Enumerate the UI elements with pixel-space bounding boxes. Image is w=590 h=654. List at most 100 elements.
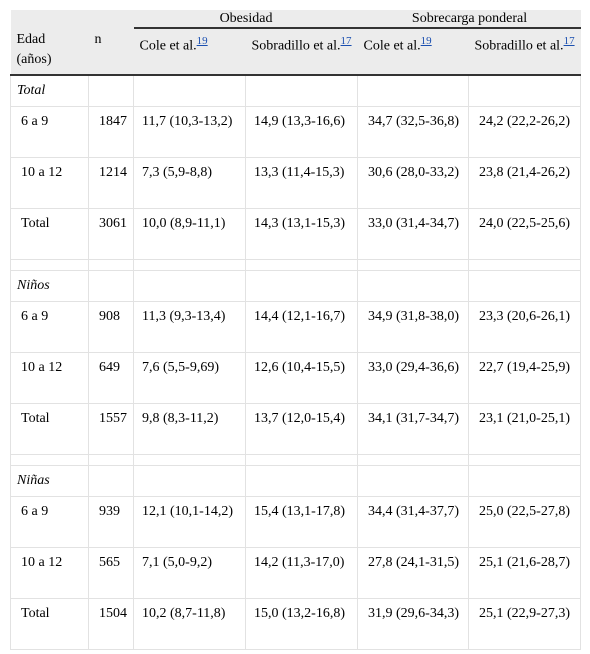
cell: 14,4 (12,1-16,7) xyxy=(244,300,359,353)
cell: 15,4 (13,1-17,8) xyxy=(244,495,359,548)
cell: 23,1 (21,0-25,1) xyxy=(468,402,582,455)
cell: 565 xyxy=(88,546,134,599)
cell: 7,1 (5,0-9,2) xyxy=(133,546,246,599)
spacer-row xyxy=(10,258,582,271)
column-label: n xyxy=(94,32,102,47)
empty-cell xyxy=(468,269,582,302)
spacer-cell xyxy=(244,258,359,271)
cell: 649 xyxy=(88,351,134,404)
cell: 13,3 (11,4-15,3) xyxy=(244,156,359,209)
cell: 10 a 12 xyxy=(10,351,89,404)
spacer-cell xyxy=(244,453,359,466)
column-row: Edad (años) n Cole et al.19 Sobradillo et a… xyxy=(10,28,581,76)
cell: 11,3 (9,3-13,4) xyxy=(133,300,246,353)
column-header: Cole et al.19 xyxy=(357,28,469,76)
cell: 1557 xyxy=(88,402,134,455)
empty-cell xyxy=(133,269,246,302)
reference: 19 xyxy=(421,34,432,47)
cell: 27,8 (24,1-31,5) xyxy=(357,546,470,599)
column-label: Edad (años) xyxy=(16,32,52,67)
cell: 9,8 (8,3-11,2) xyxy=(133,402,246,455)
reference-link[interactable]: 19 xyxy=(196,35,208,47)
empty-cell xyxy=(468,464,582,497)
cell: 30,6 (28,0-33,2) xyxy=(357,156,470,209)
cell: 13,7 (12,0-15,4) xyxy=(244,402,359,455)
data-table: Obesidad Sobrecarga ponderal Edad (años)… xyxy=(10,10,582,650)
cell: 14,2 (11,3-17,0) xyxy=(244,546,359,599)
cell: 23,8 (21,4-26,2) xyxy=(468,156,582,209)
spacer-cell xyxy=(468,258,582,271)
cell: 10 a 12 xyxy=(10,546,89,599)
spacer-cell xyxy=(133,453,246,466)
empty-cell xyxy=(468,74,582,107)
cell: 10,2 (8,7-11,8) xyxy=(133,597,246,650)
spacer-cell xyxy=(133,258,246,271)
section-label: Niños xyxy=(10,269,89,302)
cell: 939 xyxy=(88,495,134,548)
empty-cell xyxy=(244,464,359,497)
data-row: 6 a 9 939 12,1 (10,1-14,2) 15,4 (13,1-17,8)… xyxy=(10,495,582,548)
empty-cell xyxy=(357,464,470,497)
data-row: Total 3061 10,0 (8,9-11,1) 14,3 (13,1-15,3)… xyxy=(10,207,582,260)
cell: 34,7 (32,5-36,8) xyxy=(357,105,470,158)
cell: 7,3 (5,9-8,8) xyxy=(133,156,246,209)
cell: 1847 xyxy=(88,105,134,158)
cell: Total xyxy=(10,597,89,650)
column-header: Edad (años) xyxy=(10,28,89,76)
cell: 23,3 (20,6-26,1) xyxy=(468,300,582,353)
empty-cell xyxy=(244,269,359,302)
data-row: 10 a 12 565 7,1 (5,0-9,2) 14,2 (11,3-17,0) 2… xyxy=(10,546,582,599)
spacer-cell xyxy=(357,258,470,271)
cell: 10,0 (8,9-11,1) xyxy=(133,207,246,260)
cell: 6 a 9 xyxy=(10,495,89,548)
cell: 34,4 (31,4-37,7) xyxy=(357,495,470,548)
section-row: Niños xyxy=(10,269,582,302)
cell: 12,6 (10,4-15,5) xyxy=(244,351,359,404)
empty-cell xyxy=(88,74,134,107)
table-body: Total 6 a 9 1847 11,7 (10,3-13,2) 14,9 (13,3… xyxy=(10,74,582,650)
cell: 24,2 (22,2-26,2) xyxy=(468,105,582,158)
data-row: Total 1557 9,8 (8,3-11,2) 13,7 (12,0-15,4) 3… xyxy=(10,402,582,455)
cell: 3061 xyxy=(88,207,134,260)
data-row: 10 a 12 649 7,6 (5,5-9,69) 12,6 (10,4-15,5)… xyxy=(10,351,582,404)
spacer-cell xyxy=(10,258,89,271)
section-label: Total xyxy=(10,74,89,107)
cell: 25,1 (21,6-28,7) xyxy=(468,546,582,599)
column-header: Cole et al.19 xyxy=(133,28,246,76)
column-label: Sobradillo et al. xyxy=(474,38,564,54)
empty-cell xyxy=(133,464,246,497)
blank xyxy=(10,10,134,28)
data-row: Total 1504 10,2 (8,7-11,8) 15,0 (13,2-16,8)… xyxy=(10,597,582,650)
reference: 17 xyxy=(564,34,575,47)
empty-cell xyxy=(88,269,134,302)
reference: 17 xyxy=(341,34,352,47)
cell: 24,0 (22,5-25,6) xyxy=(468,207,582,260)
cell: 25,0 (22,5-27,8) xyxy=(468,495,582,548)
empty-cell xyxy=(357,74,470,107)
column-header: n xyxy=(88,28,134,76)
column-label: Sobradillo et al. xyxy=(251,38,341,54)
spacer-cell xyxy=(10,453,89,466)
cell: 14,3 (13,1-15,3) xyxy=(244,207,359,260)
cell: 1214 xyxy=(88,156,134,209)
data-row: 6 a 9 908 11,3 (9,3-13,4) 14,4 (12,1-16,7) 3… xyxy=(10,300,582,353)
cell: 7,6 (5,5-9,69) xyxy=(133,351,246,404)
column-header: Sobradillo et al.17 xyxy=(245,28,358,76)
spacer-cell xyxy=(88,453,134,466)
cell: 12,1 (10,1-14,2) xyxy=(133,495,246,548)
spacer-cell xyxy=(468,453,582,466)
reference-link[interactable]: 19 xyxy=(420,35,432,47)
reference-link[interactable]: 17 xyxy=(340,35,352,47)
reference-link[interactable]: 17 xyxy=(563,35,575,47)
empty-cell xyxy=(133,74,246,107)
cell: Total xyxy=(10,402,89,455)
empty-cell xyxy=(88,464,134,497)
section-label: Niñas xyxy=(10,464,89,497)
cell: 908 xyxy=(88,300,134,353)
cell: 11,7 (10,3-13,2) xyxy=(133,105,246,158)
cell: 25,1 (22,9-27,3) xyxy=(468,597,582,650)
group-header: Obesidad xyxy=(133,10,358,29)
spacer-row xyxy=(10,453,582,466)
spacer-cell xyxy=(88,258,134,271)
